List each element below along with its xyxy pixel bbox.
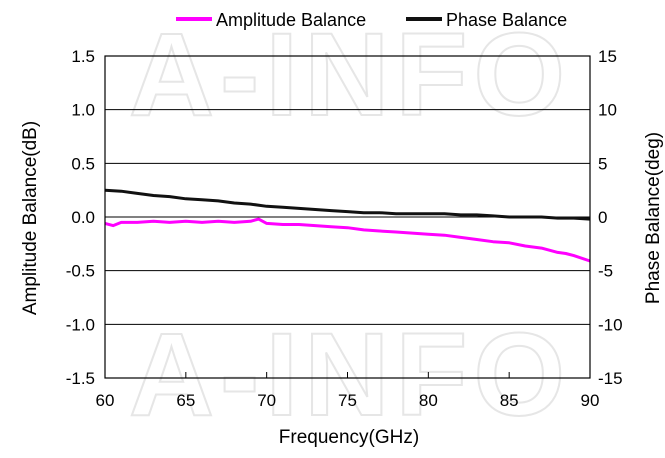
x-tick-label: 85 — [500, 391, 519, 410]
legend: Amplitude Balance Phase Balance — [176, 10, 567, 30]
amplitude-balance-line — [104, 217, 591, 263]
right-tick-label: -15 — [598, 369, 623, 388]
left-tick-label: -0.5 — [66, 262, 95, 281]
x-tick-label: 60 — [96, 391, 115, 410]
x-axis-ticks: 60 65 70 75 80 85 90 — [96, 372, 600, 410]
right-tick-label: 10 — [598, 101, 617, 120]
right-axis-title: Phase Balance(deg) — [643, 132, 664, 304]
x-tick-label: 65 — [176, 391, 195, 410]
left-axis-ticks: 1.5 1.0 0.5 0.0 -0.5 -1.0 -1.5 — [66, 47, 95, 388]
right-tick-label: -10 — [598, 315, 623, 334]
x-tick-label: 75 — [338, 391, 357, 410]
left-tick-label: -1.5 — [66, 369, 95, 388]
left-tick-label: 0.0 — [71, 208, 95, 227]
right-tick-label: 15 — [598, 47, 617, 66]
right-tick-label: -5 — [598, 262, 613, 281]
left-tick-label: 0.5 — [71, 154, 95, 173]
x-tick-label: 90 — [581, 391, 600, 410]
watermark-text-bottom: A-INFO — [129, 309, 571, 441]
phase-balance-line — [104, 188, 591, 221]
watermark: A-INFO A-INFO — [128, 8, 571, 442]
legend-label-phase: Phase Balance — [446, 10, 567, 30]
left-tick-label: 1.0 — [71, 101, 95, 120]
left-tick-label: -1.0 — [66, 315, 95, 334]
left-axis-title: Amplitude Balance(dB) — [20, 121, 41, 315]
right-tick-label: 0 — [598, 208, 607, 227]
x-axis-title: Frequency(GHz) — [279, 427, 419, 448]
left-tick-label: 1.5 — [71, 47, 95, 66]
x-tick-label: 70 — [257, 391, 276, 410]
legend-label-amplitude: Amplitude Balance — [216, 10, 366, 30]
right-tick-label: 5 — [598, 154, 607, 173]
x-tick-label: 80 — [419, 391, 438, 410]
watermark-text-top: A-INFO — [129, 9, 571, 141]
right-axis-ticks: 15 10 5 0 -5 -10 -15 — [598, 47, 623, 388]
series-layer — [104, 188, 591, 263]
